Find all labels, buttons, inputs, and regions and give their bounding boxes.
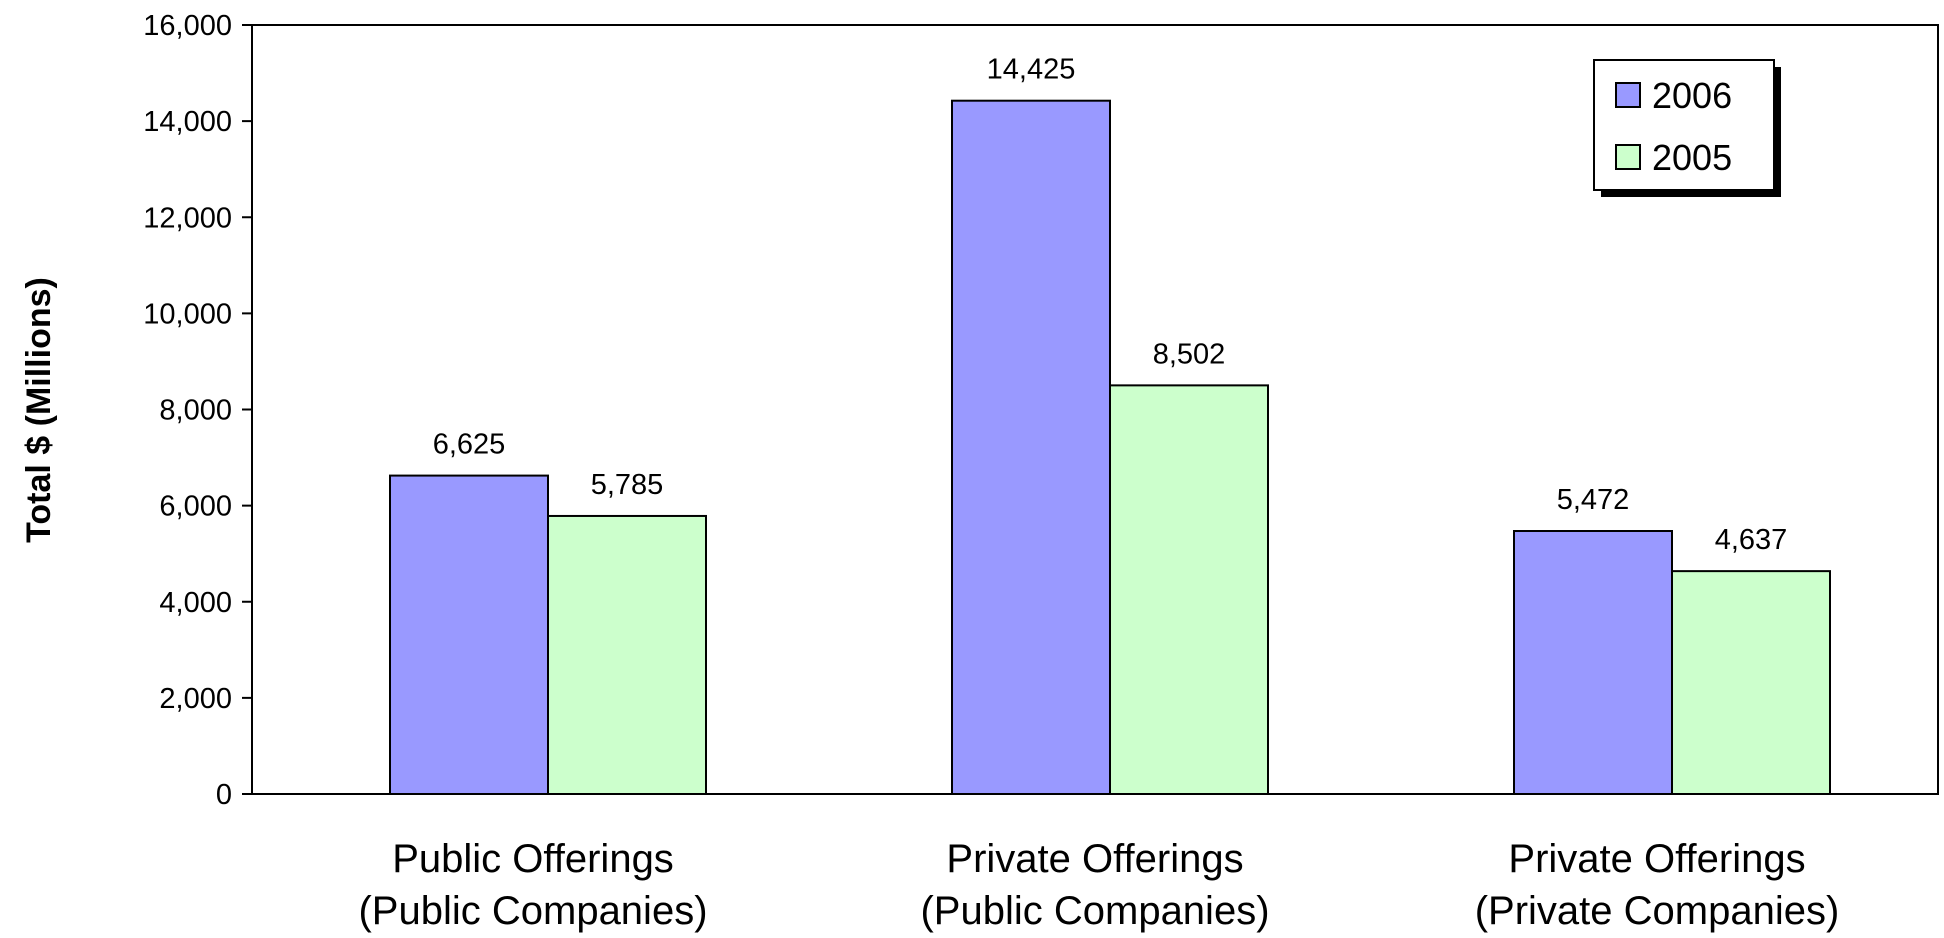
data-label-2006-0: 6,625 xyxy=(433,429,506,461)
y-tick-label: 12,000 xyxy=(143,202,232,234)
data-label-2005-2: 4,637 xyxy=(1715,524,1788,556)
bar-2005-0 xyxy=(547,514,707,795)
category-label-2-line-1: (Private Companies) xyxy=(1475,889,1840,933)
y-tick-label: 0 xyxy=(216,779,232,811)
bars-group xyxy=(389,99,1831,796)
y-tick-label: 16,000 xyxy=(143,10,232,42)
legend-swatch-2005 xyxy=(1615,144,1641,170)
category-label-0: Public Offerings (Public Companies) xyxy=(358,837,707,933)
bar-2006-1 xyxy=(951,99,1111,796)
bar-2006-0 xyxy=(389,474,549,795)
category-label-0-line-0: Public Offerings xyxy=(392,837,674,881)
y-axis-title: Total $ (Millions) xyxy=(20,277,58,543)
bar-2005-1 xyxy=(1109,384,1269,795)
y-tick-label: 10,000 xyxy=(143,298,232,330)
legend-swatch-2006 xyxy=(1615,82,1641,108)
category-label-2-line-0: Private Offerings xyxy=(1508,837,1805,881)
category-label-2: Private Offerings (Private Companies) xyxy=(1475,837,1840,933)
y-axis: 0 2,000 4,000 6,000 8,000 10,000 12,000 14,000 1… xyxy=(143,10,252,811)
y-tick-label: 4,000 xyxy=(159,587,232,619)
x-axis: Public Offerings (Public Companies)Privat… xyxy=(358,837,1839,933)
category-label-1: Private Offerings (Public Companies) xyxy=(920,837,1269,933)
data-label-2005-0: 5,785 xyxy=(591,469,664,501)
y-tick-label: 8,000 xyxy=(159,395,232,427)
legend-label-2005: 2005 xyxy=(1652,137,1732,178)
category-label-1-line-0: Private Offerings xyxy=(946,837,1243,881)
y-tick-label: 2,000 xyxy=(159,683,232,715)
bar-2006-2 xyxy=(1513,530,1673,795)
category-label-1-line-1: (Public Companies) xyxy=(920,889,1269,933)
bar-2005-2 xyxy=(1671,570,1831,796)
category-label-0-line-1: (Public Companies) xyxy=(358,889,707,933)
legend-label-2006: 2006 xyxy=(1652,75,1732,116)
data-label-2006-1: 14,425 xyxy=(987,54,1076,86)
legend: 2006 2005 xyxy=(1593,59,1781,197)
data-label-2006-2: 5,472 xyxy=(1557,484,1630,516)
data-labels-group: 6,625 5,785 14,425 8,502 5,472 4,637 xyxy=(433,54,1788,556)
y-tick-label: 14,000 xyxy=(143,106,232,138)
data-label-2005-1: 8,502 xyxy=(1153,338,1226,370)
y-tick-label: 6,000 xyxy=(159,491,232,523)
